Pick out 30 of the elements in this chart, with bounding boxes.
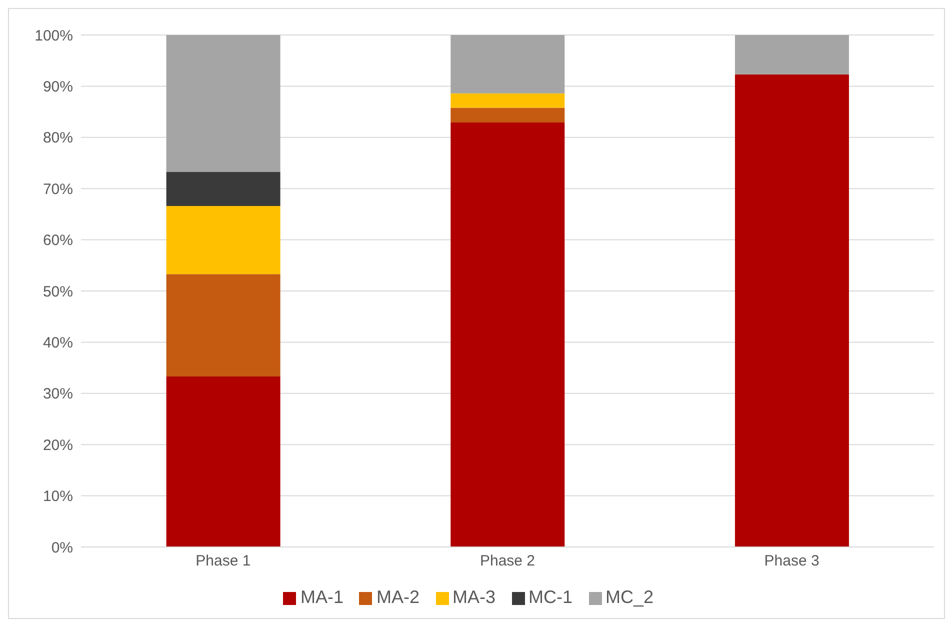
y-tick-label: 80% (42, 130, 73, 147)
legend-label: MC-1 (528, 587, 573, 607)
bar (166, 376, 280, 547)
bar (734, 35, 849, 74)
bar (166, 206, 280, 274)
bar (734, 74, 849, 547)
x-tick-label: Phase 3 (764, 552, 820, 570)
legend-label: MA-3 (452, 587, 496, 607)
y-tick-label: 0% (51, 539, 73, 556)
bar (450, 35, 565, 94)
bar (166, 274, 280, 377)
x-tick-label: Phase 1 (196, 552, 251, 570)
bar (450, 122, 565, 547)
bar (450, 93, 565, 108)
bar (450, 108, 565, 123)
y-tick-label: 50% (42, 283, 73, 300)
y-tick-label: 60% (42, 232, 73, 250)
legend-label: MA-2 (376, 587, 420, 607)
y-tick-label: 70% (42, 180, 73, 198)
legend-label: MA-1 (300, 587, 344, 607)
bar (166, 172, 280, 206)
legend-label: MC_2 (606, 587, 654, 607)
y-tick-label: 40% (42, 334, 73, 352)
y-tick-label: 20% (42, 436, 73, 454)
y-tick-label: 30% (42, 386, 73, 403)
y-tick-label: 10% (42, 488, 73, 506)
y-tick-label: 90% (42, 78, 73, 96)
y-tick-label: 100% (34, 27, 73, 44)
bar (166, 35, 280, 172)
x-tick-label: Phase 2 (480, 552, 536, 570)
